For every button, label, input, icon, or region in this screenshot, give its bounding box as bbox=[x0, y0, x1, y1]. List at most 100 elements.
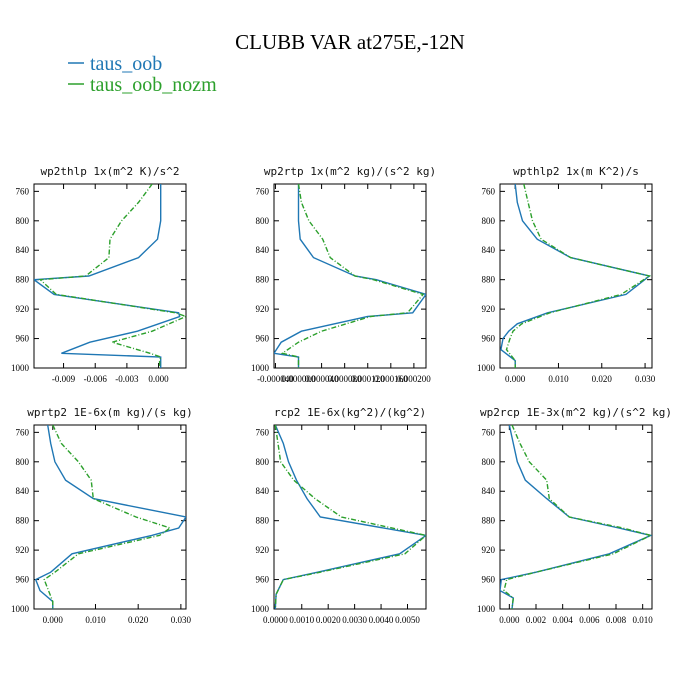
x-tick-label: 0.0010 bbox=[289, 615, 314, 625]
x-tick-label: 0.0000 bbox=[263, 615, 288, 625]
series-line-taus-oob-nozm bbox=[503, 425, 652, 609]
plot-frame bbox=[273, 424, 427, 610]
y-tick-label: 920 bbox=[482, 545, 496, 555]
plot-frame bbox=[33, 183, 187, 369]
x-tick-label: 0.010 bbox=[548, 374, 569, 384]
y-tick-label: 960 bbox=[482, 575, 496, 585]
series-line-taus-oob-nozm bbox=[43, 425, 172, 609]
y-tick-label: 840 bbox=[482, 486, 496, 496]
series-line-taus-oob-nozm bbox=[280, 184, 425, 368]
plot-frame bbox=[499, 424, 653, 610]
x-tick-label: 0.004 bbox=[553, 615, 574, 625]
panels: wp2thlp 1x(m^2 K)/s^2 760 800 840 880 920 960 1… bbox=[11, 165, 672, 625]
x-tick-label: 0.000120 bbox=[351, 374, 385, 384]
x-tick-label: 0.000 bbox=[148, 374, 169, 384]
series-line-taus-oob bbox=[500, 425, 652, 609]
panel-4: wprtp2 1E-6x(m kg)/(s kg) 760 800 840 880 920… bbox=[11, 406, 193, 625]
series-line-taus-oob-nozm bbox=[505, 184, 652, 368]
panel-title: wp2rcp 1E-3x(m^2 kg)/(s^2 kg) bbox=[480, 406, 672, 419]
y-tick-label: 840 bbox=[256, 245, 270, 255]
x-tick-label: -0.000040 bbox=[257, 374, 294, 384]
x-tick-label: -0.006 bbox=[84, 374, 108, 384]
y-tick-label: 800 bbox=[482, 216, 496, 226]
y-tick-label: 840 bbox=[482, 245, 496, 255]
y-tick-label: 1000 bbox=[477, 604, 496, 614]
y-tick-label: 800 bbox=[16, 457, 30, 467]
y-tick-label: 760 bbox=[482, 427, 496, 437]
x-tick-label: 0.000080 bbox=[328, 374, 362, 384]
y-tick-label: 760 bbox=[482, 186, 496, 196]
y-tick-label: 840 bbox=[16, 486, 30, 496]
x-tick-label: 0.000200 bbox=[397, 374, 431, 384]
plot-frame bbox=[33, 424, 187, 610]
x-tick-label: 0.000 bbox=[505, 374, 526, 384]
panel-title: rcp2 1E-6x(kg^2)/(kg^2) bbox=[274, 406, 426, 419]
y-tick-label: 920 bbox=[16, 545, 30, 555]
x-tick-label: 0.000 bbox=[43, 615, 64, 625]
y-tick-label: 800 bbox=[16, 216, 30, 226]
plot-frame bbox=[273, 183, 427, 369]
x-tick-label: 0.020 bbox=[592, 374, 613, 384]
panel-title: wp2rtp 1x(m^2 kg)/(s^2 kg) bbox=[264, 165, 436, 178]
y-tick-label: 880 bbox=[16, 516, 30, 526]
x-tick-label: 0.000000 bbox=[282, 374, 316, 384]
legend-label-taus-oob-nozm: taus_oob_nozm bbox=[90, 74, 217, 96]
y-tick-label: 840 bbox=[256, 486, 270, 496]
y-tick-label: 920 bbox=[16, 304, 30, 314]
panel-title: wp2thlp 1x(m^2 K)/s^2 bbox=[40, 165, 179, 178]
series-line-taus-oob-nozm bbox=[274, 425, 426, 609]
series-line-taus-oob bbox=[34, 425, 186, 609]
series-line-taus-oob bbox=[34, 184, 181, 368]
x-tick-label: 0.0030 bbox=[342, 615, 367, 625]
y-tick-label: 840 bbox=[16, 245, 30, 255]
x-tick-label: 0.000 bbox=[499, 615, 520, 625]
y-tick-label: 880 bbox=[256, 516, 270, 526]
x-tick-label: 0.010 bbox=[85, 615, 106, 625]
y-tick-label: 1000 bbox=[11, 604, 30, 614]
y-tick-label: 760 bbox=[16, 427, 30, 437]
series-line-taus-oob-nozm bbox=[38, 184, 186, 368]
panel-title: wprtp2 1E-6x(m kg)/(s kg) bbox=[27, 406, 193, 419]
legend-label-taus-oob: taus_oob bbox=[90, 53, 162, 75]
y-tick-label: 1000 bbox=[251, 604, 270, 614]
series-line-taus-oob bbox=[274, 184, 426, 368]
series-line-taus-oob bbox=[274, 425, 426, 609]
y-tick-label: 880 bbox=[482, 516, 496, 526]
y-tick-label: 800 bbox=[256, 457, 270, 467]
x-tick-label: 0.006 bbox=[579, 615, 600, 625]
panel-2: wp2rtp 1x(m^2 kg)/(s^2 kg) 760 800 840 880 92… bbox=[251, 165, 436, 384]
panel-title: wpthlp2 1x(m K^2)/s bbox=[513, 165, 639, 178]
y-tick-label: 960 bbox=[16, 334, 30, 344]
y-tick-label: 880 bbox=[482, 275, 496, 285]
x-tick-label: -0.009 bbox=[52, 374, 76, 384]
series-line-taus-oob bbox=[500, 184, 651, 368]
panel-6: wp2rcp 1E-3x(m^2 kg)/(s^2 kg) 760 800 840 88… bbox=[477, 406, 672, 625]
x-tick-label: 0.010 bbox=[633, 615, 654, 625]
y-tick-label: 760 bbox=[256, 186, 270, 196]
legend: taus_oob taus_oob_nozm bbox=[68, 53, 217, 96]
y-tick-label: 800 bbox=[482, 457, 496, 467]
y-tick-label: 960 bbox=[256, 334, 270, 344]
plot-frame bbox=[499, 183, 653, 369]
y-tick-label: 1000 bbox=[11, 363, 30, 373]
x-tick-label: 0.002 bbox=[526, 615, 546, 625]
x-tick-label: 0.030 bbox=[171, 615, 192, 625]
x-tick-label: 0.008 bbox=[606, 615, 627, 625]
x-tick-label: 0.000040 bbox=[305, 374, 339, 384]
y-tick-label: 800 bbox=[256, 216, 270, 226]
y-tick-label: 760 bbox=[16, 186, 30, 196]
figure-title: CLUBB VAR at275E,-12N bbox=[235, 30, 465, 54]
panel-3: wpthlp2 1x(m K^2)/s 760 800 840 880 920 960 100… bbox=[477, 165, 656, 384]
y-tick-label: 1000 bbox=[477, 363, 496, 373]
y-tick-label: 880 bbox=[256, 275, 270, 285]
x-tick-label: 0.000160 bbox=[374, 374, 408, 384]
y-tick-label: 960 bbox=[482, 334, 496, 344]
y-tick-label: 760 bbox=[256, 427, 270, 437]
y-tick-label: 920 bbox=[256, 304, 270, 314]
panel-5: rcp2 1E-6x(kg^2)/(kg^2) 760 800 840 880 920 96… bbox=[251, 406, 427, 625]
y-tick-label: 880 bbox=[16, 275, 30, 285]
x-tick-label: 0.020 bbox=[128, 615, 149, 625]
y-tick-label: 920 bbox=[482, 304, 496, 314]
panel-1: wp2thlp 1x(m^2 K)/s^2 760 800 840 880 920 960 1… bbox=[11, 165, 187, 384]
